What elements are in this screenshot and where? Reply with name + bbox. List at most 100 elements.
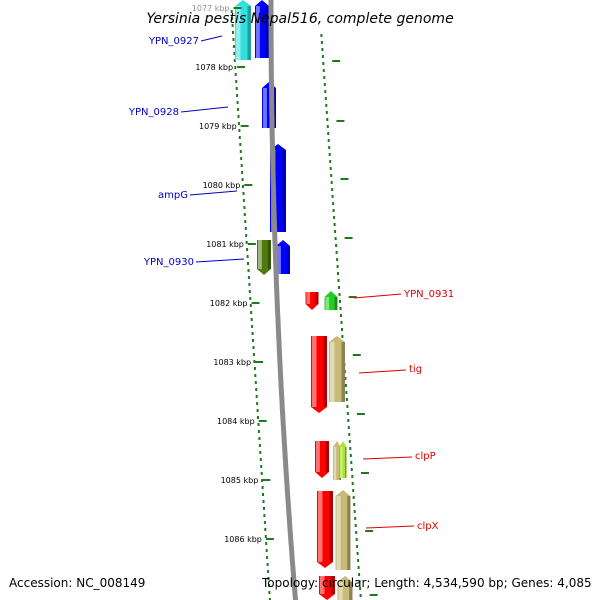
gene-label-reverse: YPN_0931: [403, 289, 454, 300]
scale-tick-label: 1080 kbp: [203, 181, 241, 190]
forward-track-dot: [265, 549, 268, 552]
reverse-track-dot: [327, 139, 330, 142]
gene-arrow: [335, 490, 351, 570]
reverse-track-dot: [324, 97, 327, 100]
reverse-track-dot: [341, 335, 344, 338]
forward-track-dot: [237, 108, 239, 111]
scale-tick-label: 1085 kbp: [221, 476, 259, 485]
forward-track-dot: [264, 528, 267, 531]
forward-track-dot: [236, 101, 239, 104]
gene-shadow: [282, 150, 286, 232]
forward-track-dot: [261, 486, 264, 489]
gene-shadow: [345, 447, 347, 478]
forward-track-dot: [259, 451, 262, 454]
forward-track-dot: [265, 542, 268, 545]
forward-track-dot: [257, 416, 259, 419]
reverse-track-dot: [354, 524, 357, 527]
reverse-track-dot: [359, 594, 362, 597]
reverse-track-dot: [349, 447, 352, 450]
forward-track-dot: [253, 367, 256, 370]
forward-track-dot: [256, 409, 259, 412]
forward-track-dot: [261, 479, 264, 482]
reverse-track-dot: [328, 146, 331, 149]
forward-track-dot: [232, 31, 234, 34]
scale-tick-mark: [247, 243, 256, 245]
gene-highlight: [236, 6, 241, 60]
forward-track-dot: [231, 17, 234, 20]
gene-shadow: [265, 6, 269, 58]
reverse-track-dot: [325, 104, 328, 107]
forward-track-dot: [255, 395, 258, 398]
gene-highlight: [334, 447, 337, 480]
forward-track-dot: [258, 444, 261, 447]
forward-track-dot: [244, 220, 247, 223]
forward-track-dot: [241, 171, 244, 174]
reverse-track-dot: [328, 153, 331, 156]
forward-track-dot: [246, 248, 249, 251]
reverse-track-dot: [329, 160, 332, 163]
gene-label-forward: YPN_0927: [148, 36, 199, 47]
gene-leader-line: [353, 293, 402, 299]
reverse-track-dot: [320, 41, 323, 44]
scale-tick-mark: [262, 479, 271, 481]
gene-arrow: [315, 441, 329, 478]
forward-track-dot: [243, 213, 246, 216]
forward-track-dot: [268, 584, 270, 587]
forward-track-dot: [252, 339, 254, 342]
gene-leader-line: [200, 35, 223, 42]
reverse-track-dot: [322, 69, 325, 72]
scale-tick-mark: [251, 302, 260, 304]
scale-tick-label: 1086 kbp: [224, 535, 262, 544]
forward-track-dot: [258, 437, 261, 440]
accession-text: Accession: NC_008149: [9, 576, 146, 590]
reverse-track-dot: [330, 181, 333, 184]
forward-track-dot: [268, 591, 271, 594]
forward-track-dot: [232, 38, 235, 41]
forward-track-dot: [263, 514, 266, 517]
gene-shadow: [247, 6, 251, 60]
forward-track-dot: [247, 262, 249, 265]
reverse-track-dot: [344, 377, 347, 380]
gene-arrow: [317, 491, 333, 568]
gene-highlight: [263, 88, 267, 128]
scale-tick-mark-right: [365, 530, 374, 532]
reverse-track-dot: [320, 34, 323, 37]
forward-track-dot: [233, 59, 236, 62]
gene-leader-line: [365, 525, 415, 529]
reverse-track-dot: [332, 209, 335, 212]
forward-track-dot: [262, 493, 264, 496]
reverse-track-dot: [326, 125, 329, 128]
forward-track-dot: [244, 227, 247, 230]
forward-track-dot: [267, 577, 270, 580]
forward-track-dot: [252, 346, 255, 349]
reverse-track-dot: [345, 391, 348, 394]
reverse-track-dot: [335, 251, 338, 254]
reverse-track-dot: [330, 174, 333, 177]
scale-tick-label: 1082 kbp: [210, 299, 248, 308]
gene-highlight: [320, 576, 325, 594]
reverse-track-dot: [350, 461, 353, 464]
forward-track-dot: [242, 185, 244, 188]
reverse-track-dot: [357, 566, 360, 569]
forward-track-dot: [233, 52, 236, 55]
scale-tick-mark: [240, 125, 249, 127]
forward-track-dot: [259, 458, 262, 461]
forward-track-dot: [254, 381, 257, 384]
gene-leader-line: [180, 106, 229, 113]
gene-arrow: [305, 292, 319, 310]
genome-title: Yersinia pestis Nepal516, complete genom…: [146, 11, 453, 27]
forward-track-dot: [268, 598, 271, 600]
gene-highlight: [306, 292, 311, 304]
reverse-track-dot: [358, 580, 361, 583]
gene-shadow: [347, 496, 351, 570]
gene-shadow: [272, 88, 276, 128]
gene-shadow: [329, 491, 333, 562]
reverse-track-dot: [322, 62, 325, 65]
scale-tick-mark-right: [340, 178, 349, 180]
reverse-track-dot: [352, 489, 355, 492]
gene-label-forward: YPN_0930: [143, 257, 194, 268]
feature-track-guides: [230, 10, 362, 600]
forward-track-dot: [257, 423, 260, 426]
forward-track-dot: [231, 24, 234, 27]
gene-leader-line: [195, 258, 245, 263]
